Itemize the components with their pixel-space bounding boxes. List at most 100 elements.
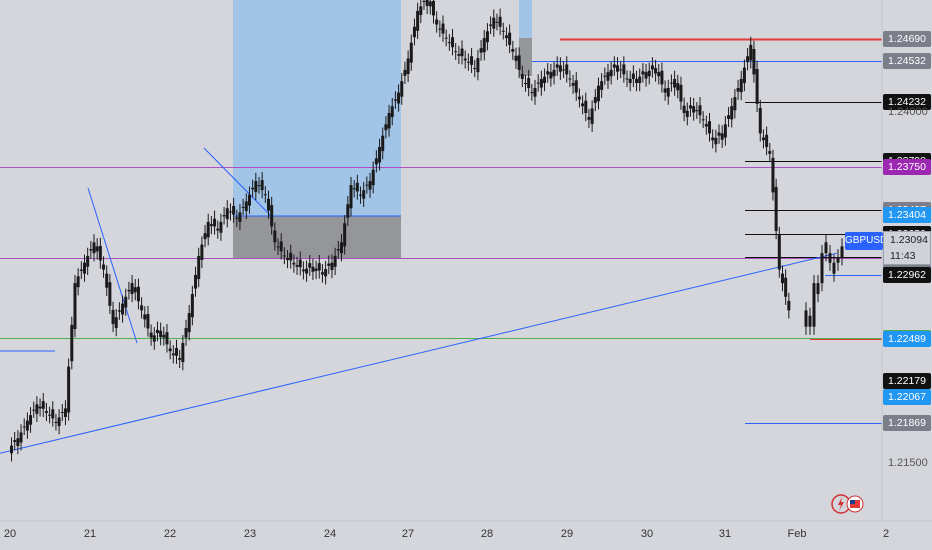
- candle-body: [511, 49, 515, 52]
- candle-body: [381, 135, 385, 152]
- candle-body: [89, 249, 93, 251]
- candle-body: [260, 180, 264, 191]
- tradingview-alert-icon[interactable]: [830, 492, 866, 516]
- candle-body: [108, 282, 112, 306]
- x-tick-label: 22: [163, 528, 177, 540]
- zones-layer: [233, 0, 532, 258]
- candle-body: [73, 283, 77, 329]
- candle-body: [625, 78, 629, 80]
- price-axis-label: 1.22962: [883, 267, 931, 283]
- trendline-segment-2: [203, 147, 274, 219]
- candle-body: [635, 78, 639, 84]
- candle-body: [95, 246, 99, 252]
- candle-body: [451, 37, 455, 48]
- candle-body: [631, 73, 635, 79]
- candle-body: [492, 17, 496, 29]
- candle-body: [622, 64, 626, 75]
- candle-body: [114, 317, 118, 329]
- candle-body: [650, 65, 654, 70]
- candle-body: [746, 56, 750, 63]
- candle-body: [143, 314, 147, 320]
- candle-body: [349, 185, 353, 209]
- candle-body: [213, 218, 217, 227]
- candle-body: [470, 56, 474, 65]
- candle-body: [362, 190, 366, 199]
- candle-body: [546, 71, 550, 75]
- x-tick-label: 29: [560, 528, 574, 540]
- candle-body: [416, 10, 420, 31]
- candle-body: [590, 108, 594, 124]
- candle-body: [431, 0, 435, 16]
- candle-body: [673, 78, 677, 88]
- candle-body: [768, 151, 772, 154]
- candle-body: [812, 283, 816, 327]
- candle-body: [647, 70, 651, 77]
- candle-body: [209, 224, 213, 226]
- candle-body: [127, 289, 131, 292]
- candle-body: [295, 264, 299, 267]
- candle-body: [267, 198, 271, 211]
- candle-body: [124, 296, 128, 308]
- symbol-badge[interactable]: GBPUSD: [845, 232, 887, 250]
- candle-body: [619, 69, 623, 71]
- levels-layer: [0, 38, 882, 424]
- candle-body: [730, 106, 734, 120]
- candle-body: [587, 117, 591, 120]
- candle-body: [203, 233, 207, 240]
- candle-body: [444, 37, 448, 39]
- candle-body: [140, 305, 144, 311]
- x-tick-label: 28: [480, 528, 494, 540]
- candle-body: [761, 137, 765, 141]
- rising-trendline: [0, 252, 838, 454]
- candle-body: [330, 262, 334, 270]
- candle-body: [460, 48, 464, 57]
- y-tick-label: 1.21500: [888, 457, 928, 469]
- candle-body: [428, 1, 432, 7]
- candle-body: [149, 332, 153, 338]
- candle-body: [717, 132, 721, 136]
- candle-body: [482, 38, 486, 53]
- candle-body: [836, 257, 840, 263]
- candle-body: [238, 212, 242, 222]
- candle-body: [51, 409, 55, 419]
- x-tick-label: 23: [243, 528, 257, 540]
- candle-body: [612, 64, 616, 68]
- candle-body: [708, 121, 712, 134]
- candle-body: [752, 49, 756, 75]
- candle-body: [82, 262, 86, 274]
- candle-body: [133, 287, 137, 293]
- candle-body: [308, 263, 312, 268]
- candle-body: [25, 420, 29, 431]
- candle-body: [755, 68, 759, 104]
- candle-body: [733, 97, 737, 111]
- candle-body: [820, 253, 824, 284]
- candle-body: [378, 147, 382, 163]
- candle-body: [298, 259, 302, 268]
- candle-body: [479, 48, 483, 53]
- x-tick-label: 24: [323, 528, 337, 540]
- candle-body: [654, 68, 658, 74]
- price-axis-label: 1.23750: [883, 159, 931, 175]
- candle-body: [641, 71, 645, 75]
- candle-body: [742, 67, 746, 84]
- candle-body: [254, 181, 258, 192]
- candle-body: [44, 411, 48, 413]
- candle-body: [777, 235, 781, 270]
- blue-position-zone: [233, 0, 401, 216]
- candle-body: [327, 263, 331, 266]
- candle-body: [393, 99, 397, 101]
- candle-body: [577, 96, 581, 100]
- candle-body: [219, 221, 223, 233]
- price-axis-label: 1.22067: [883, 389, 931, 405]
- candle-body: [606, 72, 610, 81]
- candle-body: [523, 83, 527, 85]
- candle-body: [787, 300, 791, 311]
- candle-body: [666, 88, 670, 97]
- candle-body: [454, 51, 458, 53]
- candle-body: [638, 76, 642, 84]
- candle-body: [501, 30, 505, 32]
- candle-body: [251, 187, 255, 190]
- candle-body: [397, 92, 401, 104]
